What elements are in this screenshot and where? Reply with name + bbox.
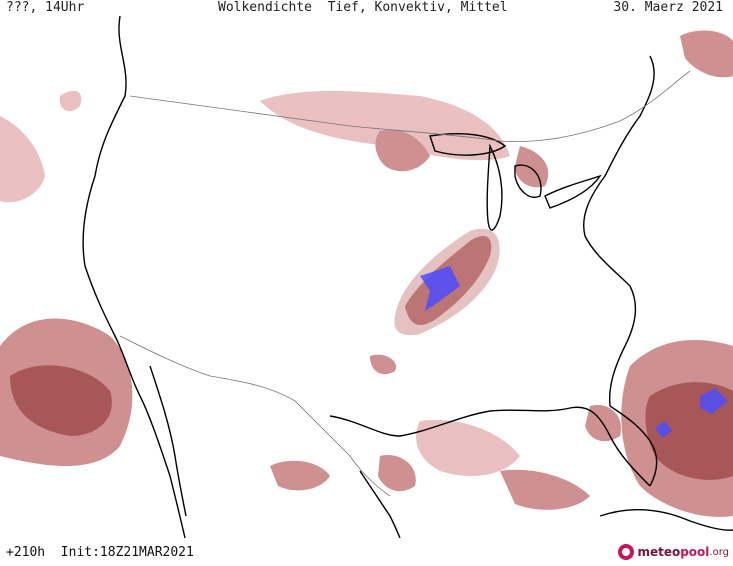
lake-superior (429, 133, 507, 156)
convective-cells-atlantic (655, 388, 728, 438)
logo-text-pool: pool (680, 545, 710, 559)
cuba-line (599, 508, 733, 531)
lake-michigan (486, 143, 503, 231)
cloud-area-caribbean (500, 469, 590, 510)
logo-text-org: .org (709, 546, 729, 558)
cloud-area-pacific-core (10, 365, 112, 436)
cloud-area-canada (260, 91, 510, 161)
cloud-area-michigan (515, 146, 549, 188)
cloud-area-pacific-streak (59, 90, 82, 112)
mexico-gulf-line (359, 470, 401, 538)
cloud-area-south-plains (370, 354, 396, 375)
lake-huron (514, 164, 542, 198)
cloud-area-mexico-north (270, 460, 330, 491)
cloud-area-gulf (416, 420, 520, 476)
cloud-cover-layer (0, 30, 733, 517)
forecast-time-label: ???, 14Uhr (6, 0, 85, 15)
gulf-coast-line (329, 406, 651, 487)
coastlines (82, 16, 733, 538)
cloud-density-map (0, 16, 733, 538)
political-borders (119, 70, 691, 497)
cloud-area-new-england (680, 30, 733, 78)
cloud-area-pacific-north (0, 116, 45, 203)
us-canada-border (129, 70, 691, 143)
cloud-area-lakes (375, 129, 430, 172)
map-title: Wolkendichte Tief, Konvektiv, Mittel (218, 0, 508, 15)
cloud-area-gulf-west (378, 455, 416, 492)
florida-line (609, 405, 658, 487)
meteopool-logo-icon (618, 544, 635, 560)
baja-line (149, 365, 187, 517)
logo-text-meteo: meteo (637, 545, 681, 559)
forecast-date: 30. Maerz 2021 (613, 0, 723, 15)
meteopool-logo[interactable]: meteo pool .org (618, 542, 729, 562)
convective-cells (420, 266, 460, 311)
lake-erie-ontario (544, 174, 602, 209)
us-mexico-border (119, 335, 391, 497)
west-coast-line (82, 16, 186, 538)
model-run-info: +210h Init:18Z21MAR2021 (6, 545, 194, 560)
east-coast-line (583, 55, 655, 407)
